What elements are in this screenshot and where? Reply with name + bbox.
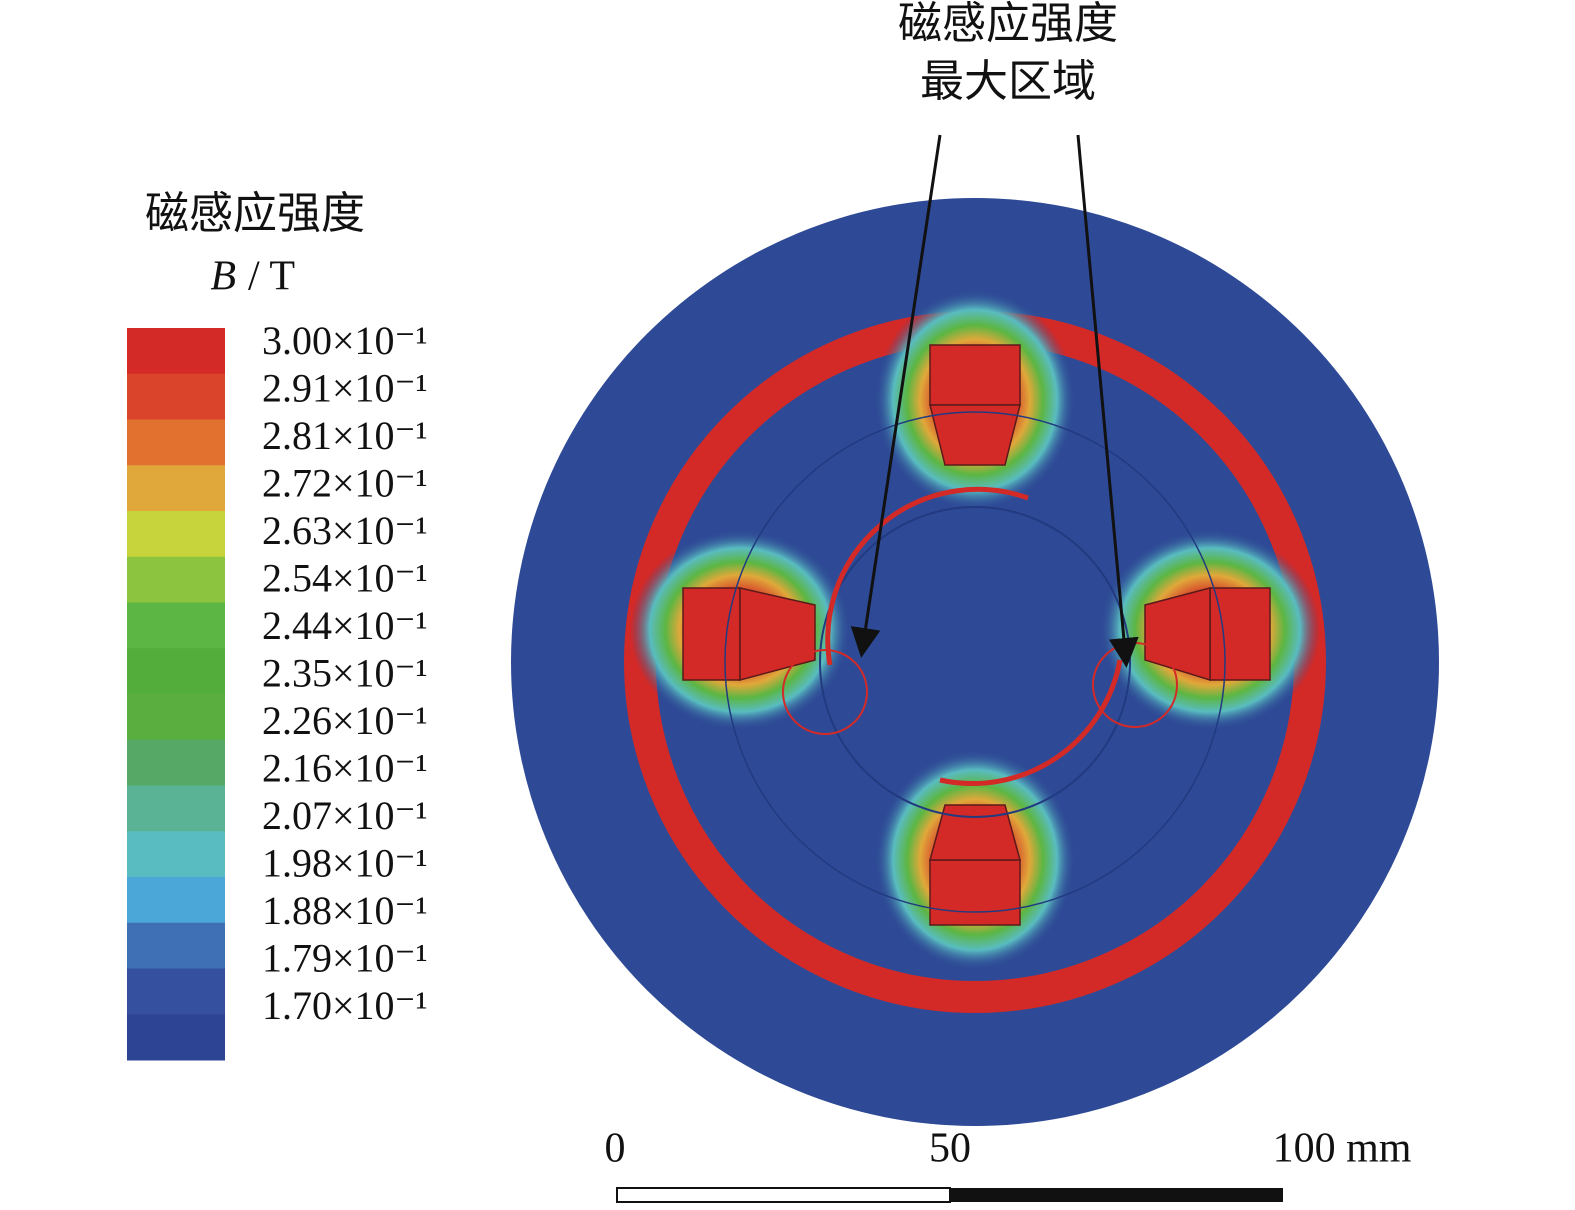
- scale-bar: [950, 1188, 1283, 1202]
- legend-label: 1.79×10⁻¹: [262, 936, 428, 981]
- legend-label: 2.26×10⁻¹: [262, 698, 428, 743]
- legend-swatch: [127, 373, 225, 420]
- legend-swatch: [127, 785, 225, 832]
- legend: 3.00×10⁻¹2.91×10⁻¹2.81×10⁻¹2.72×10⁻¹2.63…: [127, 318, 428, 1061]
- legend-swatch: [127, 419, 225, 466]
- legend-swatch: [127, 511, 225, 558]
- legend-label: 2.35×10⁻¹: [262, 651, 428, 696]
- field-plot: [511, 198, 1439, 1126]
- legend-label: 2.07×10⁻¹: [262, 793, 428, 838]
- scale-bar: [616, 1187, 951, 1203]
- legend-label: 2.16×10⁻¹: [262, 746, 428, 791]
- legend-label: 1.88×10⁻¹: [262, 888, 428, 933]
- legend-swatch: [127, 556, 225, 603]
- scale-label: 50: [929, 1126, 971, 1172]
- annotation-line: 最大区域: [920, 57, 1096, 106]
- legend-swatch: [127, 922, 225, 969]
- legend-swatch: [127, 831, 225, 878]
- arrow: [1076, 134, 1139, 668]
- legend-title: 磁感应强度: [145, 189, 365, 238]
- legend-swatch: [127, 877, 225, 924]
- legend-label: 3.00×10⁻¹: [262, 318, 428, 363]
- annotation-line: 磁感应强度: [898, 0, 1118, 48]
- legend-swatch: [127, 648, 225, 695]
- legend-label: 2.72×10⁻¹: [262, 461, 428, 506]
- legend-label: 2.91×10⁻¹: [262, 366, 428, 411]
- legend-swatch: [127, 328, 225, 375]
- legend-label: 1.70×10⁻¹: [262, 983, 428, 1028]
- legend-swatch: [127, 465, 225, 512]
- scale-label: 0: [605, 1126, 626, 1172]
- legend-label: 2.63×10⁻¹: [262, 508, 428, 553]
- legend-label: 2.44×10⁻¹: [262, 603, 428, 648]
- legend-label: 2.54×10⁻¹: [262, 556, 428, 601]
- legend-unit: / T: [248, 254, 295, 300]
- legend-swatch: [127, 968, 225, 1015]
- arrow: [850, 134, 942, 658]
- legend-label: 1.98×10⁻¹: [262, 841, 428, 886]
- legend-label: 2.81×10⁻¹: [262, 413, 428, 458]
- legend-swatch: [127, 1014, 225, 1061]
- scale-label: 100 mm: [1273, 1126, 1412, 1172]
- legend-swatch: [127, 739, 225, 786]
- legend-swatch: [127, 602, 225, 649]
- legend-swatch: [127, 694, 225, 741]
- legend-unit-symbol: B: [210, 254, 236, 300]
